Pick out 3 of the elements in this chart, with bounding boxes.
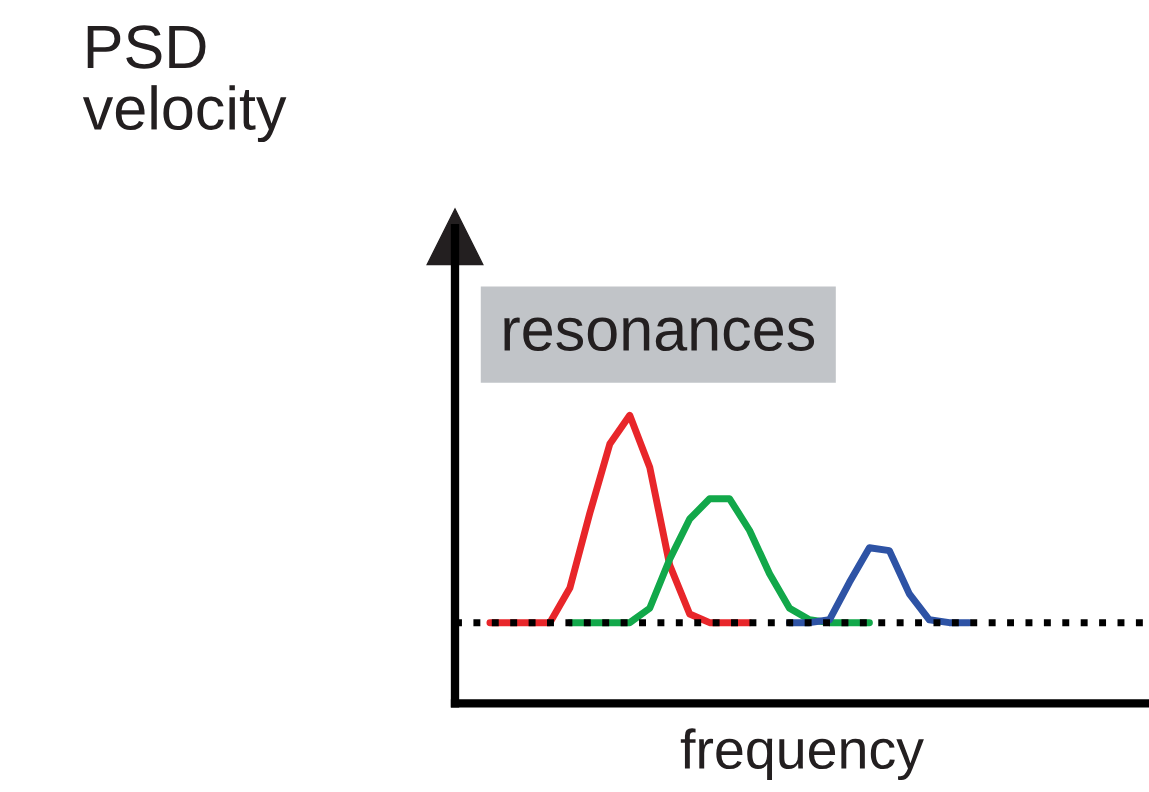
- x-axis-title: frequency: [680, 728, 924, 781]
- text: PSD velocity: [82, 25, 287, 143]
- text: resonances: [504, 317, 815, 352]
